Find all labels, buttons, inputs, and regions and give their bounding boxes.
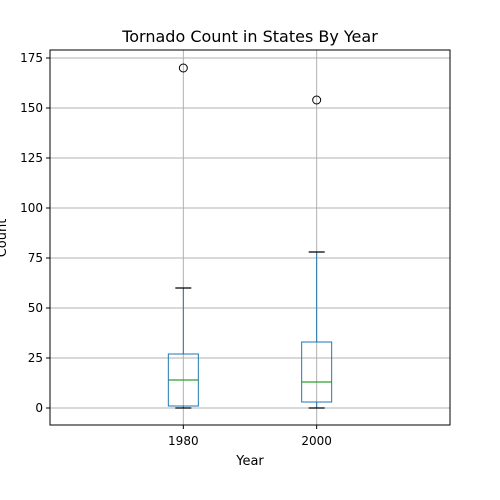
y-tick-label: 25	[28, 351, 43, 365]
y-axis-ticks: 0 25 50 75 100 125 150 175	[20, 51, 50, 415]
y-tick-label: 125	[20, 151, 43, 165]
plot-frame	[49, 49, 451, 426]
x-axis-ticks: 1980 2000	[168, 425, 332, 448]
x-tick-label: 1980	[168, 434, 199, 448]
y-tick-label: 0	[35, 401, 43, 415]
y-tick-label: 50	[28, 301, 43, 315]
y-tick-label: 75	[28, 251, 43, 265]
y-tick-label: 175	[20, 51, 43, 65]
chart-title: Tornado Count in States By Year	[121, 27, 378, 46]
x-tick-label: 2000	[301, 434, 332, 448]
outlier-point	[312, 95, 322, 105]
y-tick-label: 150	[20, 101, 43, 115]
y-tick-label: 100	[20, 201, 43, 215]
grid-lines	[50, 50, 450, 425]
x-axis-label: Year	[235, 454, 264, 469]
iqr-box	[301, 341, 333, 403]
boxes	[167, 63, 333, 409]
y-axis-label: Count	[0, 219, 10, 258]
box-1980	[167, 63, 199, 409]
outlier-point	[178, 63, 188, 73]
box-2000	[301, 95, 333, 409]
